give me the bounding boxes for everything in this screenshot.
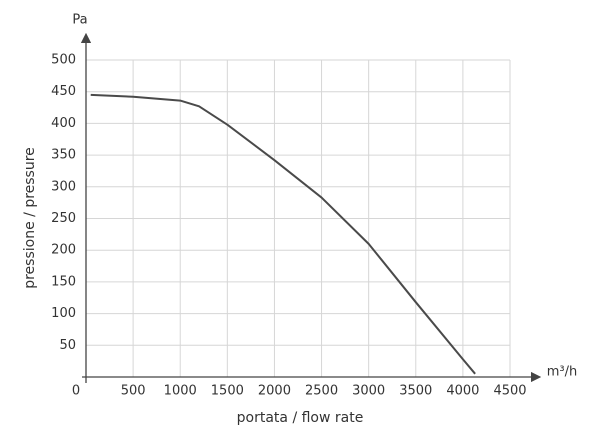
- x-tick-label: 3500: [399, 384, 432, 399]
- x-tick-label: 0: [72, 384, 80, 399]
- y-unit: Pa: [72, 13, 87, 28]
- x-unit: m³/h: [547, 365, 578, 380]
- y-tick-label: 500: [51, 53, 76, 68]
- y-tick-label: 200: [51, 243, 76, 258]
- y-tick-label: 300: [51, 179, 76, 194]
- y-tick-label: 350: [51, 148, 76, 163]
- y-tick-label: 250: [51, 211, 76, 226]
- x-tick-label: 2500: [305, 384, 338, 399]
- y-tick-label: 450: [51, 84, 76, 99]
- y-tick-label: 150: [51, 274, 76, 289]
- x-tick-label: 4000: [446, 384, 479, 399]
- curve: [90, 93, 476, 375]
- y-axis-label: pressione / pressure: [22, 147, 38, 289]
- x-tick-label: 1000: [164, 384, 197, 399]
- y-tick-label: 100: [51, 306, 76, 321]
- y-tick-label: 400: [51, 116, 76, 131]
- x-axis-label: portata / flow rate: [237, 410, 364, 426]
- x-tick-label: 3000: [352, 384, 385, 399]
- x-tick-label: 1500: [211, 384, 244, 399]
- x-tick-label: 2000: [258, 384, 291, 399]
- x-tick-label: 500: [121, 384, 146, 399]
- x-tick-label: 4500: [493, 384, 526, 399]
- y-tick-label: 50: [59, 338, 76, 353]
